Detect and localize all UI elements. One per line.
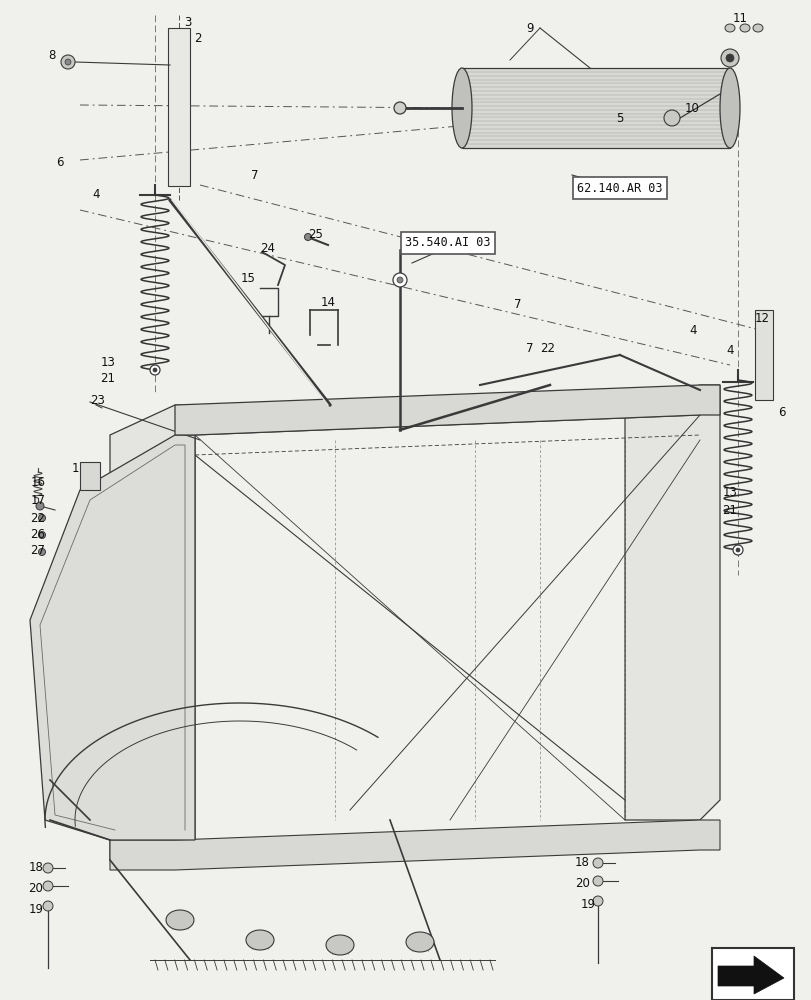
Text: 62.140.AR 03: 62.140.AR 03	[577, 182, 662, 195]
Text: 22: 22	[540, 342, 555, 355]
Text: 20: 20	[575, 877, 590, 890]
Circle shape	[592, 876, 603, 886]
Circle shape	[150, 365, 160, 375]
Text: 7: 7	[513, 298, 521, 312]
Text: 19: 19	[28, 903, 44, 916]
Text: 10: 10	[684, 102, 698, 115]
Circle shape	[43, 863, 53, 873]
Polygon shape	[109, 820, 719, 870]
Bar	[80, 462, 100, 490]
Text: 24: 24	[260, 241, 275, 254]
Text: 15: 15	[240, 271, 255, 284]
Text: 21: 21	[101, 371, 115, 384]
Text: 4: 4	[92, 188, 100, 202]
Text: 1: 1	[71, 462, 79, 475]
Ellipse shape	[165, 910, 194, 930]
Circle shape	[43, 901, 53, 911]
Circle shape	[592, 858, 603, 868]
Text: 20: 20	[28, 882, 43, 895]
Text: 17: 17	[31, 493, 45, 506]
Text: 23: 23	[91, 393, 105, 406]
Text: 13: 13	[101, 356, 115, 368]
Text: 3: 3	[184, 16, 191, 29]
Circle shape	[38, 532, 45, 538]
Circle shape	[38, 514, 45, 522]
Ellipse shape	[720, 49, 738, 67]
Circle shape	[663, 110, 679, 126]
Polygon shape	[109, 405, 195, 860]
Bar	[754, 310, 772, 400]
Text: 4: 4	[689, 324, 696, 336]
Text: 6: 6	[777, 406, 785, 420]
Ellipse shape	[452, 68, 471, 148]
Text: 21: 21	[722, 504, 736, 516]
Text: 12: 12	[753, 312, 769, 324]
Ellipse shape	[752, 24, 762, 32]
Ellipse shape	[739, 24, 749, 32]
Polygon shape	[717, 956, 783, 994]
Circle shape	[304, 233, 311, 240]
Circle shape	[36, 502, 44, 510]
Text: 2: 2	[194, 32, 201, 45]
Ellipse shape	[246, 930, 273, 950]
Text: 14: 14	[320, 296, 335, 308]
Text: 7: 7	[251, 169, 259, 182]
Circle shape	[592, 896, 603, 906]
Ellipse shape	[719, 68, 739, 148]
Text: 25: 25	[308, 229, 323, 241]
Circle shape	[397, 277, 402, 283]
Text: 8: 8	[48, 49, 56, 62]
Polygon shape	[175, 385, 719, 435]
Ellipse shape	[724, 24, 734, 32]
Text: 9: 9	[526, 22, 533, 35]
Ellipse shape	[406, 932, 433, 952]
Bar	[461, 68, 729, 148]
Polygon shape	[624, 385, 719, 820]
Text: 18: 18	[574, 856, 589, 869]
Text: 27: 27	[31, 544, 45, 556]
Ellipse shape	[725, 54, 733, 62]
Text: 11: 11	[732, 12, 747, 25]
Text: 26: 26	[31, 528, 45, 542]
Bar	[711, 948, 793, 1000]
Text: 19: 19	[580, 898, 594, 911]
Text: 22: 22	[31, 512, 45, 524]
Text: 13: 13	[722, 487, 736, 499]
Text: 35.540.AI 03: 35.540.AI 03	[405, 236, 490, 249]
Circle shape	[732, 545, 742, 555]
Circle shape	[393, 273, 406, 287]
Text: 4: 4	[725, 344, 733, 357]
Circle shape	[65, 59, 71, 65]
Polygon shape	[30, 435, 195, 840]
Text: 18: 18	[28, 861, 43, 874]
Circle shape	[152, 368, 157, 372]
Text: 5: 5	[616, 112, 623, 125]
Text: 7: 7	[526, 342, 533, 355]
Circle shape	[393, 102, 406, 114]
Text: 16: 16	[31, 477, 45, 489]
Ellipse shape	[325, 935, 354, 955]
Circle shape	[61, 55, 75, 69]
Circle shape	[38, 548, 45, 556]
Bar	[168, 28, 190, 186]
Circle shape	[735, 548, 739, 552]
Text: 6: 6	[56, 156, 64, 169]
Circle shape	[43, 881, 53, 891]
